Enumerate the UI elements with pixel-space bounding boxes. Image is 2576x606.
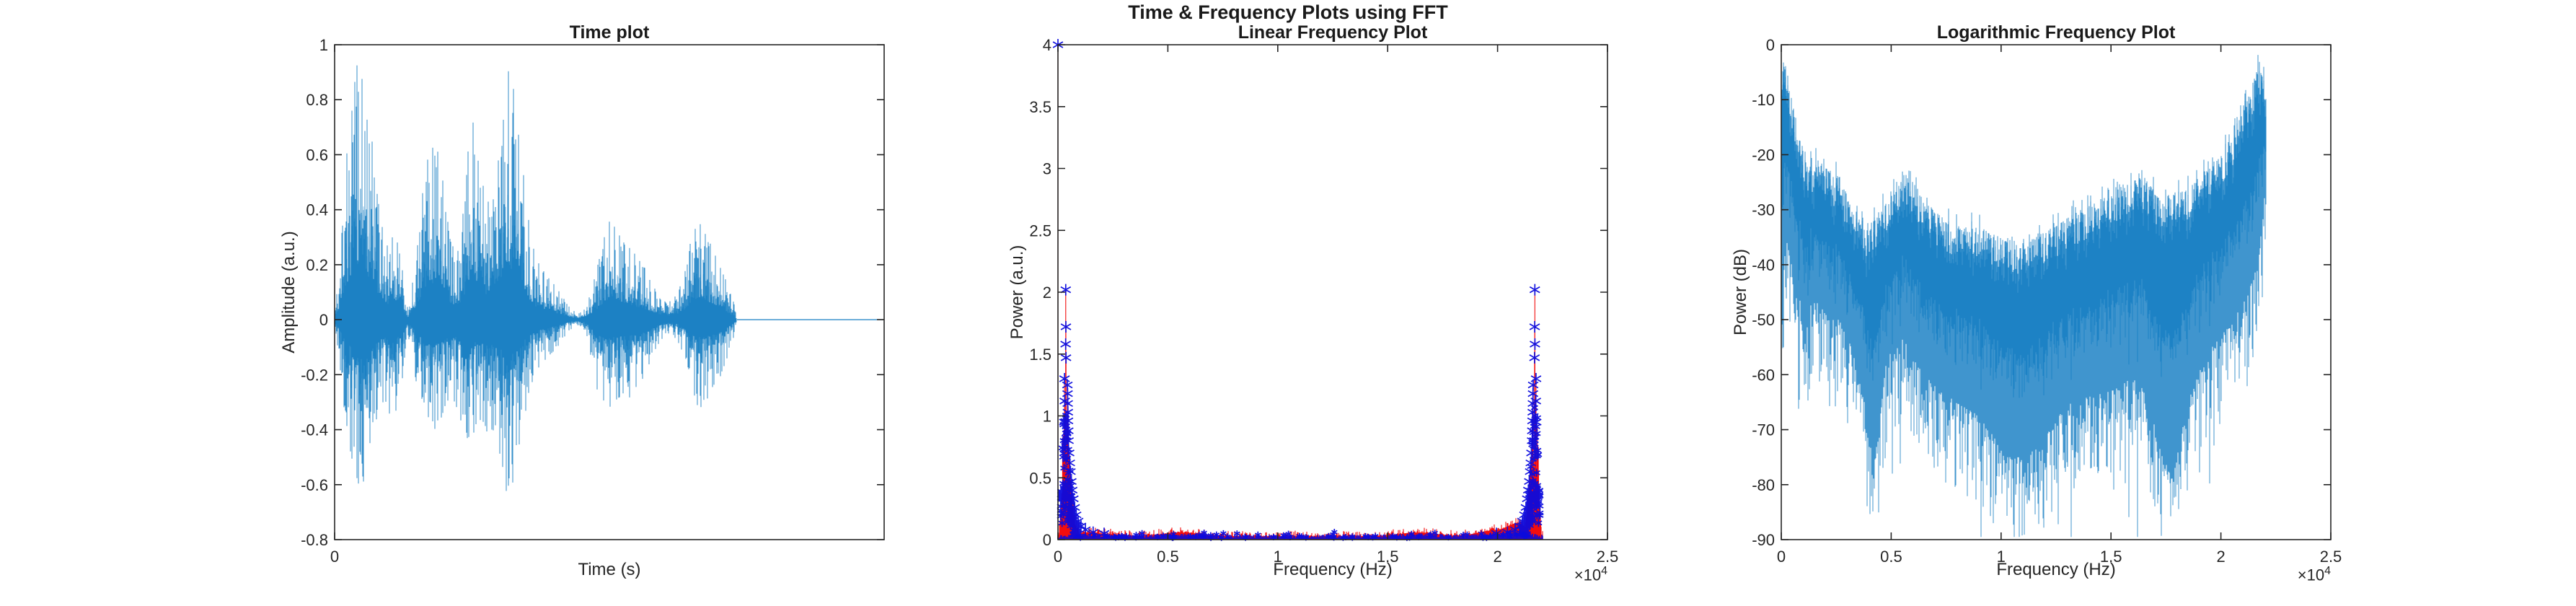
- x-tick-label: 0.5: [1157, 548, 1179, 566]
- y-tick-label: -90: [1752, 531, 1775, 549]
- multiplier-exponent: 4: [2324, 565, 2331, 577]
- y-tick-label: -50: [1752, 311, 1775, 329]
- y-tick-label: -80: [1752, 476, 1775, 494]
- y-tick-label: 0: [1766, 36, 1775, 54]
- y-tick-label: 3: [1043, 160, 1051, 178]
- y-tick-label: 0.4: [306, 201, 328, 219]
- y-tick-label: -60: [1752, 366, 1775, 384]
- axes-box: [1781, 44, 2332, 540]
- y-tick-label: -0.8: [301, 531, 328, 549]
- multiplier-base: ×10: [1574, 566, 1602, 584]
- y-tick-label: -0.6: [301, 476, 328, 494]
- axes-box: [1057, 44, 1608, 540]
- x-tick-label: 2.5: [2320, 548, 2342, 566]
- x-tick-label: 1: [1997, 548, 2006, 566]
- waveform-trace: [334, 65, 737, 491]
- asterisk-markers: [1052, 39, 1544, 541]
- y-tick-label: -0.2: [301, 366, 328, 384]
- x-tick-label: 1.5: [2100, 548, 2122, 566]
- x-tick-label: 0.5: [1880, 548, 1902, 566]
- y-tick-label: 3.5: [1029, 98, 1051, 116]
- x-tick-label: 1: [1274, 548, 1282, 566]
- log-frequency-plot-xlabel: Frequency (Hz): [1996, 560, 2116, 579]
- y-tick-label: 0: [1043, 531, 1051, 549]
- x-tick-label: 2: [1493, 548, 1501, 566]
- y-tick-label: 1: [1043, 408, 1051, 426]
- linear-frequency-plot-title: Linear Frequency Plot: [1238, 22, 1428, 43]
- log-plot-x-multiplier: ×104: [2244, 565, 2331, 584]
- y-tick-label: 0.2: [306, 256, 328, 274]
- x-tick-label: 2: [2216, 548, 2225, 566]
- y-tick-label: 0: [319, 311, 328, 329]
- x-tick-label: 1.5: [1377, 548, 1399, 566]
- tick-marks: [1781, 44, 2332, 540]
- time-plot-xlabel: Time (s): [578, 560, 641, 579]
- linear-plot-x-multiplier: ×104: [1521, 565, 1607, 584]
- x-tick-label: 2.5: [1597, 548, 1619, 566]
- axes-stem_spectrum: 0 0.5 1 1.5 2 2.5 4 3.5 3 2.5 2 1.5 1 0.5 0: [1029, 36, 1618, 566]
- y-tick-label: 0.6: [306, 146, 328, 164]
- y-tick-label: 1.5: [1029, 346, 1051, 364]
- multiplier-base: ×10: [2297, 566, 2325, 584]
- y-tick-label: 4: [1043, 36, 1051, 54]
- y-tick-label: -10: [1752, 91, 1775, 109]
- x-tick-label: 0: [1054, 548, 1062, 566]
- tick-marks: [334, 44, 884, 540]
- y-tick-label: -20: [1752, 146, 1775, 164]
- axes-waveform: 0 1 0.8 0.6 0.4 0.2 0 -0.2 -0.4 -0.6 -0.8: [301, 36, 885, 566]
- y-tick-label: -40: [1752, 256, 1775, 274]
- x-tick-label: 0: [330, 548, 339, 566]
- log-frequency-plot-title: Logarithmic Frequency Plot: [1936, 22, 2176, 43]
- figure-super-title: Time & Frequency Plots using FFT: [1128, 1, 1448, 23]
- multiplier-exponent: 4: [1601, 565, 1607, 577]
- time-plot-title: Time plot: [569, 22, 650, 43]
- y-tick-label: 1: [319, 36, 328, 54]
- x-tick-label: 0: [1777, 548, 1786, 566]
- y-tick-label: 2: [1043, 284, 1051, 302]
- axes-box: [334, 44, 885, 540]
- stem-lines-red: [1057, 45, 1543, 540]
- y-tick-label: 2.5: [1029, 221, 1051, 240]
- linear-frequency-plot-xlabel: Frequency (Hz): [1273, 560, 1393, 579]
- y-tick-label: -70: [1752, 421, 1775, 439]
- y-tick-label: 0.8: [306, 91, 328, 109]
- axes-db_spectrum: 0 0.5 1 1.5 2 2.5 0 -10 -20 -30 -40 -50 -60 -70 -80 -90: [1752, 36, 2342, 566]
- y-tick-label: -0.4: [301, 421, 328, 439]
- y-tick-label: -30: [1752, 201, 1775, 219]
- tick-marks: [1057, 44, 1608, 540]
- y-tick-label: 0.5: [1029, 469, 1051, 487]
